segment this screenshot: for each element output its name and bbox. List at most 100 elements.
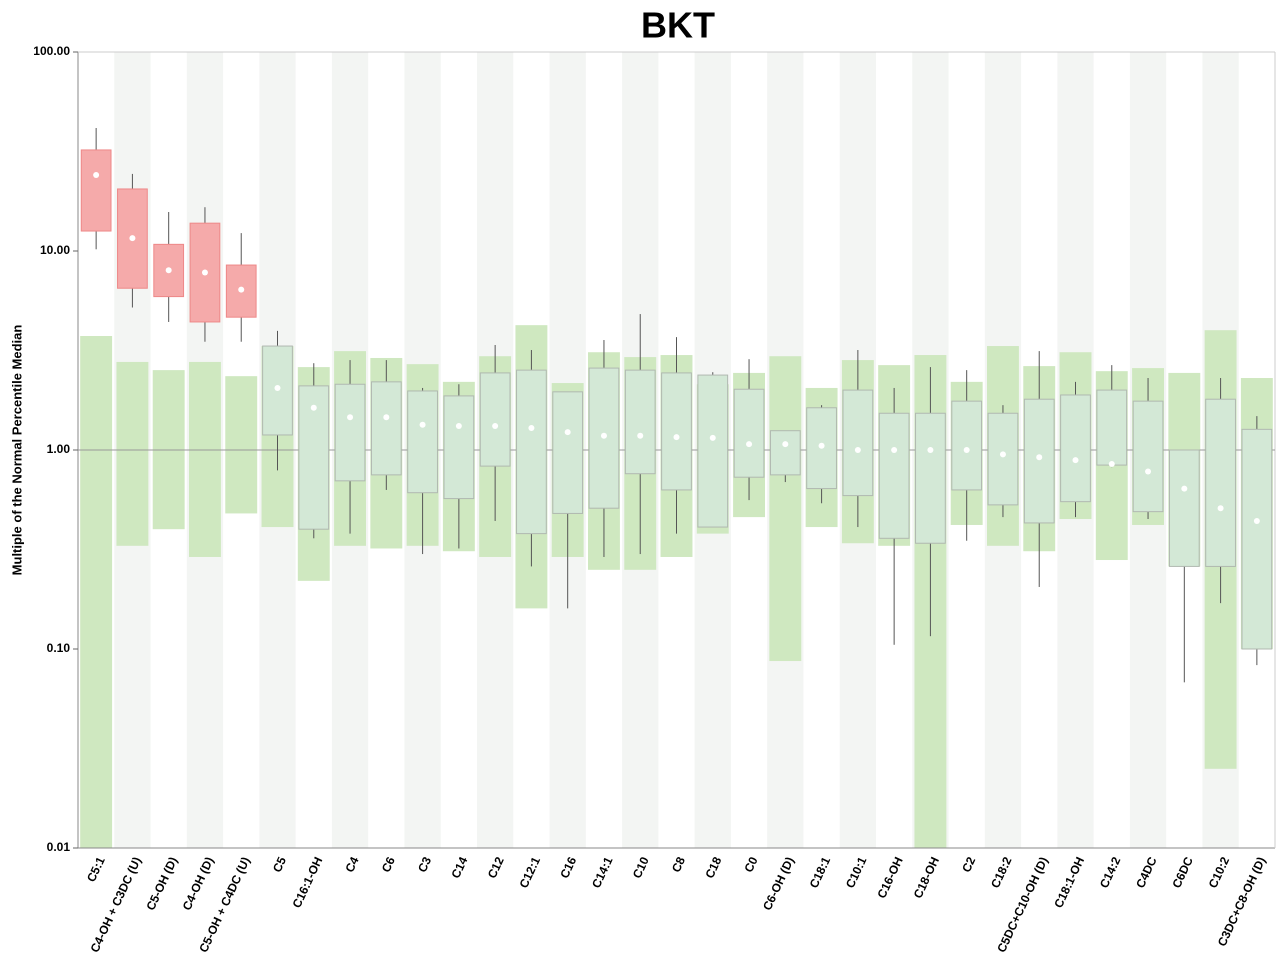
x-tick-label: C14:2 <box>1097 854 1124 890</box>
x-tick-label: C14:1 <box>589 854 616 890</box>
box <box>915 412 946 544</box>
median-dot <box>564 429 571 436</box>
median-dot <box>1253 517 1260 524</box>
median-dot <box>1181 485 1188 492</box>
median-dot <box>963 447 970 453</box>
box <box>370 381 402 476</box>
x-tick-label: C2 <box>959 854 978 874</box>
x-tick-label: C10 <box>630 854 652 880</box>
box <box>552 391 584 514</box>
x-tick-label: C16-OH <box>874 855 905 901</box>
x-tick-label: C4DC <box>1133 854 1160 890</box>
median-dot <box>201 269 208 276</box>
box <box>878 412 910 539</box>
median-dot <box>347 414 354 421</box>
x-tick-label: C18 <box>702 854 724 880</box>
box <box>479 372 511 467</box>
x-tick-label: C10:2 <box>1206 854 1233 890</box>
x-tick-label: C12 <box>485 854 507 880</box>
box <box>842 389 874 497</box>
box <box>1096 389 1128 466</box>
box <box>1060 394 1091 503</box>
x-tick-label: C14 <box>448 854 470 880</box>
y-tick-label: 1.00 <box>47 442 71 456</box>
box <box>407 390 438 494</box>
median-dot <box>999 451 1006 458</box>
y-tick-label: 100.00 <box>33 44 70 58</box>
box <box>697 374 729 528</box>
median-dot <box>1072 457 1079 464</box>
median-dot <box>818 442 825 449</box>
box <box>516 369 547 535</box>
median-dot <box>93 171 100 178</box>
box <box>1205 398 1236 567</box>
box <box>769 430 801 476</box>
box <box>733 388 765 478</box>
x-tick-label: C10:1 <box>843 854 870 890</box>
chart-title: BKT <box>641 5 715 46</box>
median-dot <box>709 434 716 441</box>
box <box>1023 398 1055 524</box>
normal-range <box>80 335 113 849</box>
median-dot <box>1145 468 1152 475</box>
median-dot <box>927 447 934 453</box>
median-dot <box>310 404 317 411</box>
x-tick-label: C16 <box>557 854 579 880</box>
median-dot <box>528 424 535 431</box>
normal-range <box>225 376 258 514</box>
y-tick-label: 0.10 <box>47 641 71 655</box>
x-tick-label: C18:1-OH <box>1051 855 1087 910</box>
x-tick-label: C4 <box>342 854 361 874</box>
median-dot <box>637 432 644 439</box>
median-dot <box>746 441 753 448</box>
box <box>1132 400 1164 513</box>
normal-range <box>116 361 149 546</box>
median-dot <box>1036 454 1043 461</box>
x-tick-label: C6DC <box>1169 854 1196 890</box>
median-dot <box>782 441 789 448</box>
x-tick-label: C5:1 <box>84 854 108 884</box>
median-dot <box>673 434 680 441</box>
box <box>1168 449 1200 567</box>
median-dot <box>419 421 426 428</box>
median-dot <box>854 447 861 453</box>
normal-range <box>188 361 221 557</box>
box <box>443 395 475 500</box>
median-dot <box>383 414 390 421</box>
median-dot <box>238 286 245 293</box>
x-tick-label: C5-OH (D) <box>143 855 180 913</box>
median-dot <box>600 432 607 439</box>
median-dot <box>1108 461 1115 468</box>
box <box>624 369 656 475</box>
median-dot <box>891 447 898 453</box>
box <box>80 149 112 232</box>
x-tick-label: C8 <box>669 854 688 874</box>
x-tick-label: C5 <box>270 854 289 874</box>
x-tick-label: C12:1 <box>517 854 544 890</box>
median-dot <box>165 267 172 274</box>
x-tick-label: C18:1 <box>807 854 834 890</box>
y-tick-label: 10.00 <box>40 243 70 257</box>
x-tick-label: C4-OH (D) <box>180 855 217 913</box>
median-dot <box>455 423 462 430</box>
x-tick-label: C18:2 <box>988 854 1015 890</box>
box <box>117 188 148 289</box>
box <box>334 383 366 482</box>
x-tick-label: C6 <box>379 854 398 874</box>
x-tick-label: C6-OH (D) <box>760 855 797 913</box>
median-dot <box>129 235 136 242</box>
x-tick-label: C18-OH <box>911 855 942 901</box>
y-axis-label: Multiple of the Normal Percentile Median <box>9 325 24 576</box>
box <box>987 412 1019 506</box>
box <box>951 400 983 491</box>
median-dot <box>1217 505 1224 512</box>
x-tick-label: C0 <box>741 854 760 874</box>
box <box>1241 428 1273 650</box>
y-tick-label: 0.01 <box>47 840 71 854</box>
x-tick-label: C16:1-OH <box>290 855 326 910</box>
box <box>661 372 692 491</box>
x-tick-label: C3 <box>415 854 434 874</box>
normal-range <box>769 356 802 662</box>
median-dot <box>274 384 281 391</box>
